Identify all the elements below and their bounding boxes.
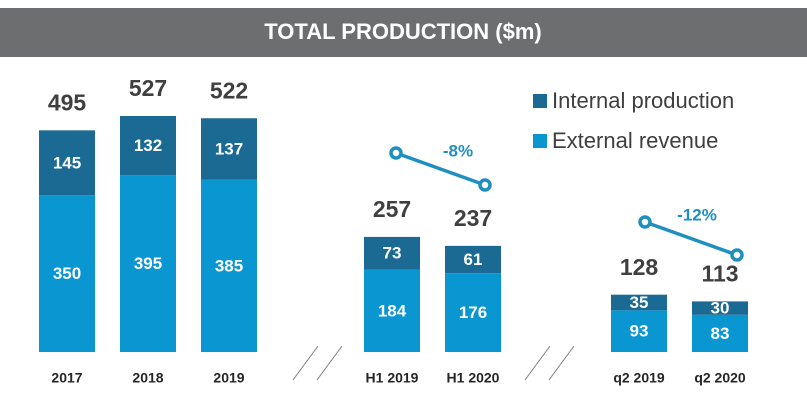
segment-label: 93 [630,322,649,341]
segment-label: 35 [630,293,649,312]
x-tick-label: 2019 [213,370,244,386]
legend-label: External revenue [552,128,718,153]
segment-label: 83 [711,324,730,343]
title-band [0,8,807,57]
bar-segment [201,118,257,180]
x-tick-label: 2017 [51,370,82,386]
total-label: 128 [620,254,659,280]
axis-break [316,345,343,381]
segment-label: 137 [215,139,243,158]
bar-segment [611,294,667,311]
bar-segment [201,179,257,352]
total-label: 257 [373,196,411,222]
change-dot [478,178,492,192]
axis-breaks [292,345,575,381]
axis-break [548,345,575,381]
bar-segment [445,273,501,352]
x-tick-label: H1 2019 [366,370,419,386]
segment-label: 132 [134,136,162,155]
segment-label: 73 [383,244,402,263]
segment-label: 61 [464,250,483,269]
segment-label: 395 [134,254,162,273]
legend-swatch [533,94,547,108]
change-dot [730,248,744,262]
bar-segment [692,314,748,352]
segment-label: 176 [459,303,487,322]
total-label: 522 [210,77,248,103]
change-dot [389,146,403,160]
bar-segment [39,130,95,196]
chart-title: TOTAL PRODUCTION ($m) [264,19,541,44]
segment-label: 385 [215,256,243,275]
segment-label: 145 [53,153,81,172]
segment-label: 184 [378,301,407,320]
axis-break [292,345,319,381]
axis-break [524,345,551,381]
total-label: 237 [454,205,492,231]
bar-segment [364,269,420,352]
bar-segment [445,245,501,274]
segment-label: 350 [53,264,81,283]
change-markers [389,146,744,262]
legend-swatch [533,134,547,148]
bar-segment [364,236,420,270]
bar-segment [692,301,748,315]
total-label: 527 [129,75,167,101]
x-tick-label: H1 2020 [447,370,500,386]
bar-segment [120,116,176,176]
bar-segment [611,310,667,352]
x-tick-label: q2 2020 [694,370,746,386]
bar-segment [39,195,95,352]
x-tick-label: q2 2019 [613,370,665,386]
x-tick-label: 2018 [132,370,163,386]
annotation: -12% [677,205,717,224]
change-dot [638,215,652,229]
bar-segment [120,175,176,352]
change-line [644,220,738,257]
annotation: -8% [443,141,473,160]
segment-label: 30 [711,299,730,318]
change-line [395,151,486,187]
legend-label: Internal production [552,88,734,113]
total-label: 113 [701,260,738,286]
total-label: 495 [48,89,87,115]
